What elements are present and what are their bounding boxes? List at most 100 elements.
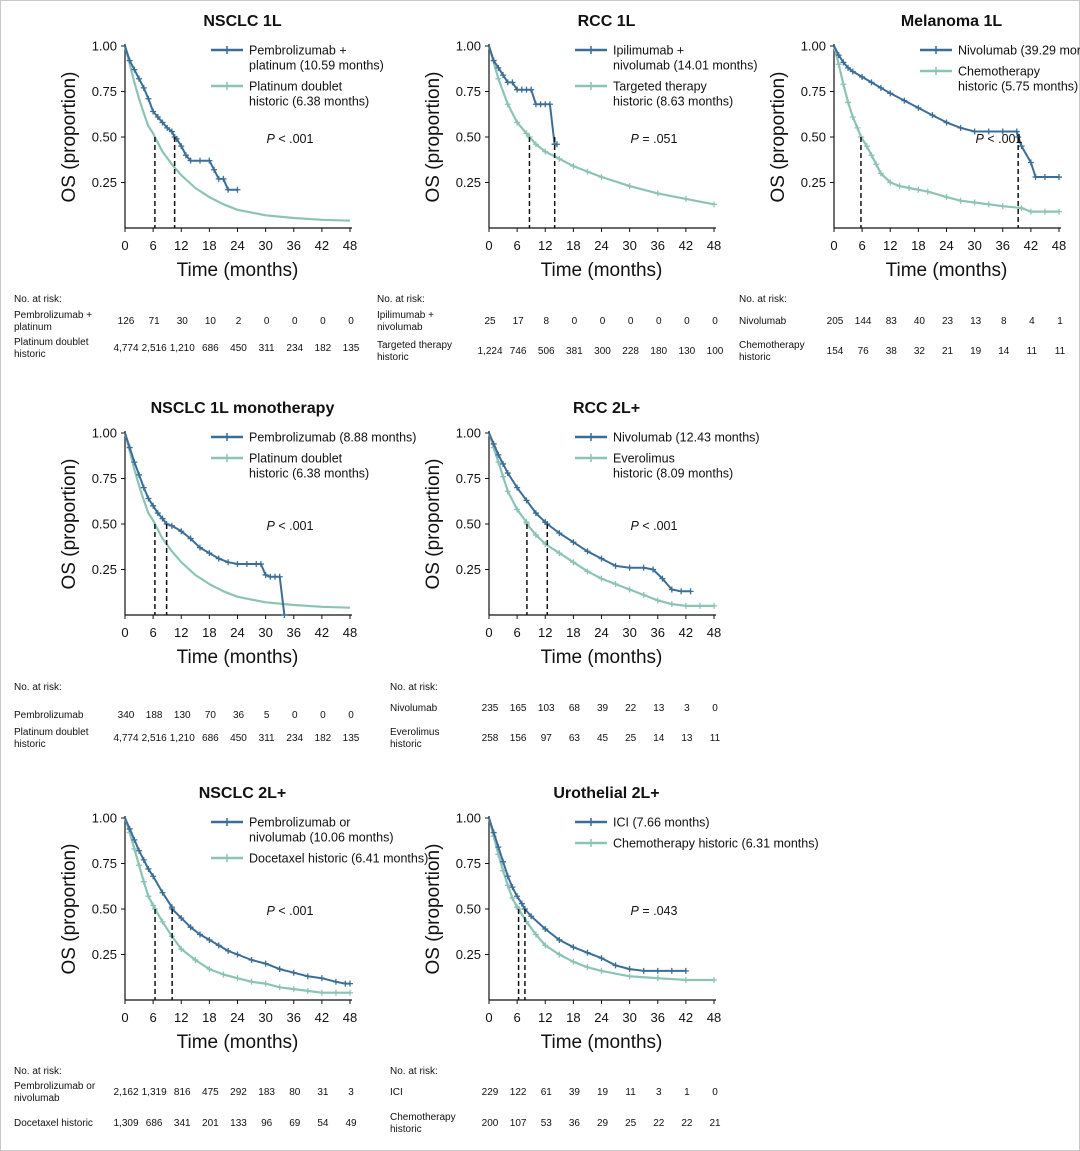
chart-title: Melanoma 1L (901, 13, 1003, 30)
censor-mark (1018, 143, 1025, 150)
x-tick-label: 0 (121, 1010, 128, 1025)
risk-row-label: historic (390, 1124, 422, 1135)
censor-mark (999, 203, 1006, 210)
censor-mark (495, 75, 502, 82)
censor-mark (332, 978, 339, 985)
censor-mark (598, 575, 605, 582)
risk-value: 49 (345, 1118, 357, 1129)
censor-mark (668, 967, 675, 974)
censor-mark (985, 128, 992, 135)
censor-mark (187, 157, 194, 164)
censor-mark (682, 967, 689, 974)
risk-value: 69 (289, 1118, 301, 1129)
risk-value: 21 (942, 346, 954, 357)
censor-mark (659, 575, 666, 582)
legend-label: Pembrolizumab (8.88 months) (249, 431, 416, 445)
censor-mark (612, 962, 619, 969)
risk-value: 258 (482, 733, 499, 744)
censor-mark (553, 141, 560, 148)
legend-label: Platinum doublet (249, 80, 343, 94)
risk-value: 292 (230, 1087, 247, 1098)
censor-mark (495, 451, 502, 458)
series-line-historic (123, 45, 351, 222)
x-tick-label: 12 (538, 625, 552, 640)
x-axis-label: Time (months) (177, 1032, 299, 1053)
censor-mark (304, 987, 311, 994)
risk-value: 144 (855, 316, 872, 327)
censor-mark (490, 57, 497, 64)
censor-mark (276, 573, 283, 580)
censor-mark (654, 975, 661, 982)
censor-mark (248, 978, 255, 985)
x-tick-label: 0 (830, 238, 837, 253)
censor-mark (943, 194, 950, 201)
censor-mark (178, 143, 185, 150)
censor-mark (584, 949, 591, 956)
y-tick-label: 0.50 (801, 130, 826, 145)
censor-mark (154, 113, 161, 120)
censor-mark (924, 188, 931, 195)
censor-mark (514, 119, 521, 126)
risk-row-label: nivolumab (377, 322, 423, 333)
chart-panel-nsclc2l: NSCLC 2L+ 1.00 0.75 0.50 0.25 0 6 12 18 24 30 36 42 4… (14, 785, 428, 1129)
y-tick-label: 0.25 (801, 175, 826, 190)
censor-mark (598, 967, 605, 974)
p-value: P < .001 (976, 132, 1023, 146)
y-tick-label: 1.00 (456, 39, 481, 54)
p-value-number: = .043 (639, 904, 678, 918)
legend-label: Nivolumab (12.43 months) (613, 431, 760, 445)
censor-mark (206, 157, 213, 164)
y-tick-label: 0.50 (456, 130, 481, 145)
censor-mark (136, 862, 143, 869)
censor-mark (514, 484, 521, 491)
legend-label: Nivolumab (39.29 months) (958, 44, 1080, 58)
censor-mark (159, 889, 166, 896)
x-tick-label: 42 (1024, 238, 1038, 253)
censor-mark (504, 488, 511, 495)
censor-mark (136, 75, 143, 82)
censor-mark (626, 586, 633, 593)
censor-mark (682, 976, 689, 983)
risk-value: 96 (261, 1118, 273, 1129)
y-tick-label: 0.50 (92, 902, 117, 917)
risk-value: 0 (684, 316, 690, 327)
censor-mark (711, 602, 717, 609)
risk-value: 11 (1055, 346, 1066, 357)
risk-value: 32 (914, 346, 926, 357)
x-tick-label: 24 (939, 238, 953, 253)
censor-mark (915, 104, 922, 111)
censor-mark (887, 90, 894, 97)
censor-mark (211, 166, 218, 173)
censor-mark (845, 64, 852, 71)
legend-label: Pembrolizumab + (249, 44, 347, 58)
risk-value: 0 (712, 316, 718, 327)
censor-mark (896, 183, 903, 190)
x-tick-label: 36 (996, 238, 1010, 253)
censor-mark (276, 966, 283, 973)
p-value-symbol: P (267, 132, 276, 146)
censor-mark (150, 502, 157, 509)
risk-value: 341 (174, 1118, 191, 1129)
censor-mark (556, 936, 563, 943)
risk-value: 68 (569, 703, 581, 714)
x-tick-label: 24 (230, 238, 244, 253)
censor-mark (262, 980, 269, 987)
x-tick-label: 0 (121, 625, 128, 640)
risk-row-label: historic (390, 739, 422, 750)
chart-panel-urothelial2l: Urothelial 2L+1.000.750.500.250 6 12 18 24 30… (390, 785, 819, 1135)
censor-mark (640, 564, 647, 571)
censor-mark (504, 101, 511, 108)
risk-value: 54 (317, 1118, 329, 1129)
censor-mark (159, 119, 166, 126)
y-axis-label: OS (proportion) (59, 844, 80, 975)
chart-panel-nsclc1lmono: NSCLC 1L monotherapy 1.00 0.75 0.50 0.25 0 6 12… (14, 400, 416, 750)
x-tick-label: 12 (174, 625, 188, 640)
x-tick-label: 0 (485, 1010, 492, 1025)
censor-mark (650, 566, 657, 573)
censor-mark (523, 497, 530, 504)
risk-value: 39 (597, 703, 609, 714)
censor-mark (500, 473, 507, 480)
x-axis-label: Time (months) (541, 647, 663, 668)
risk-value: 80 (289, 1087, 301, 1098)
risk-value: 180 (650, 346, 667, 357)
